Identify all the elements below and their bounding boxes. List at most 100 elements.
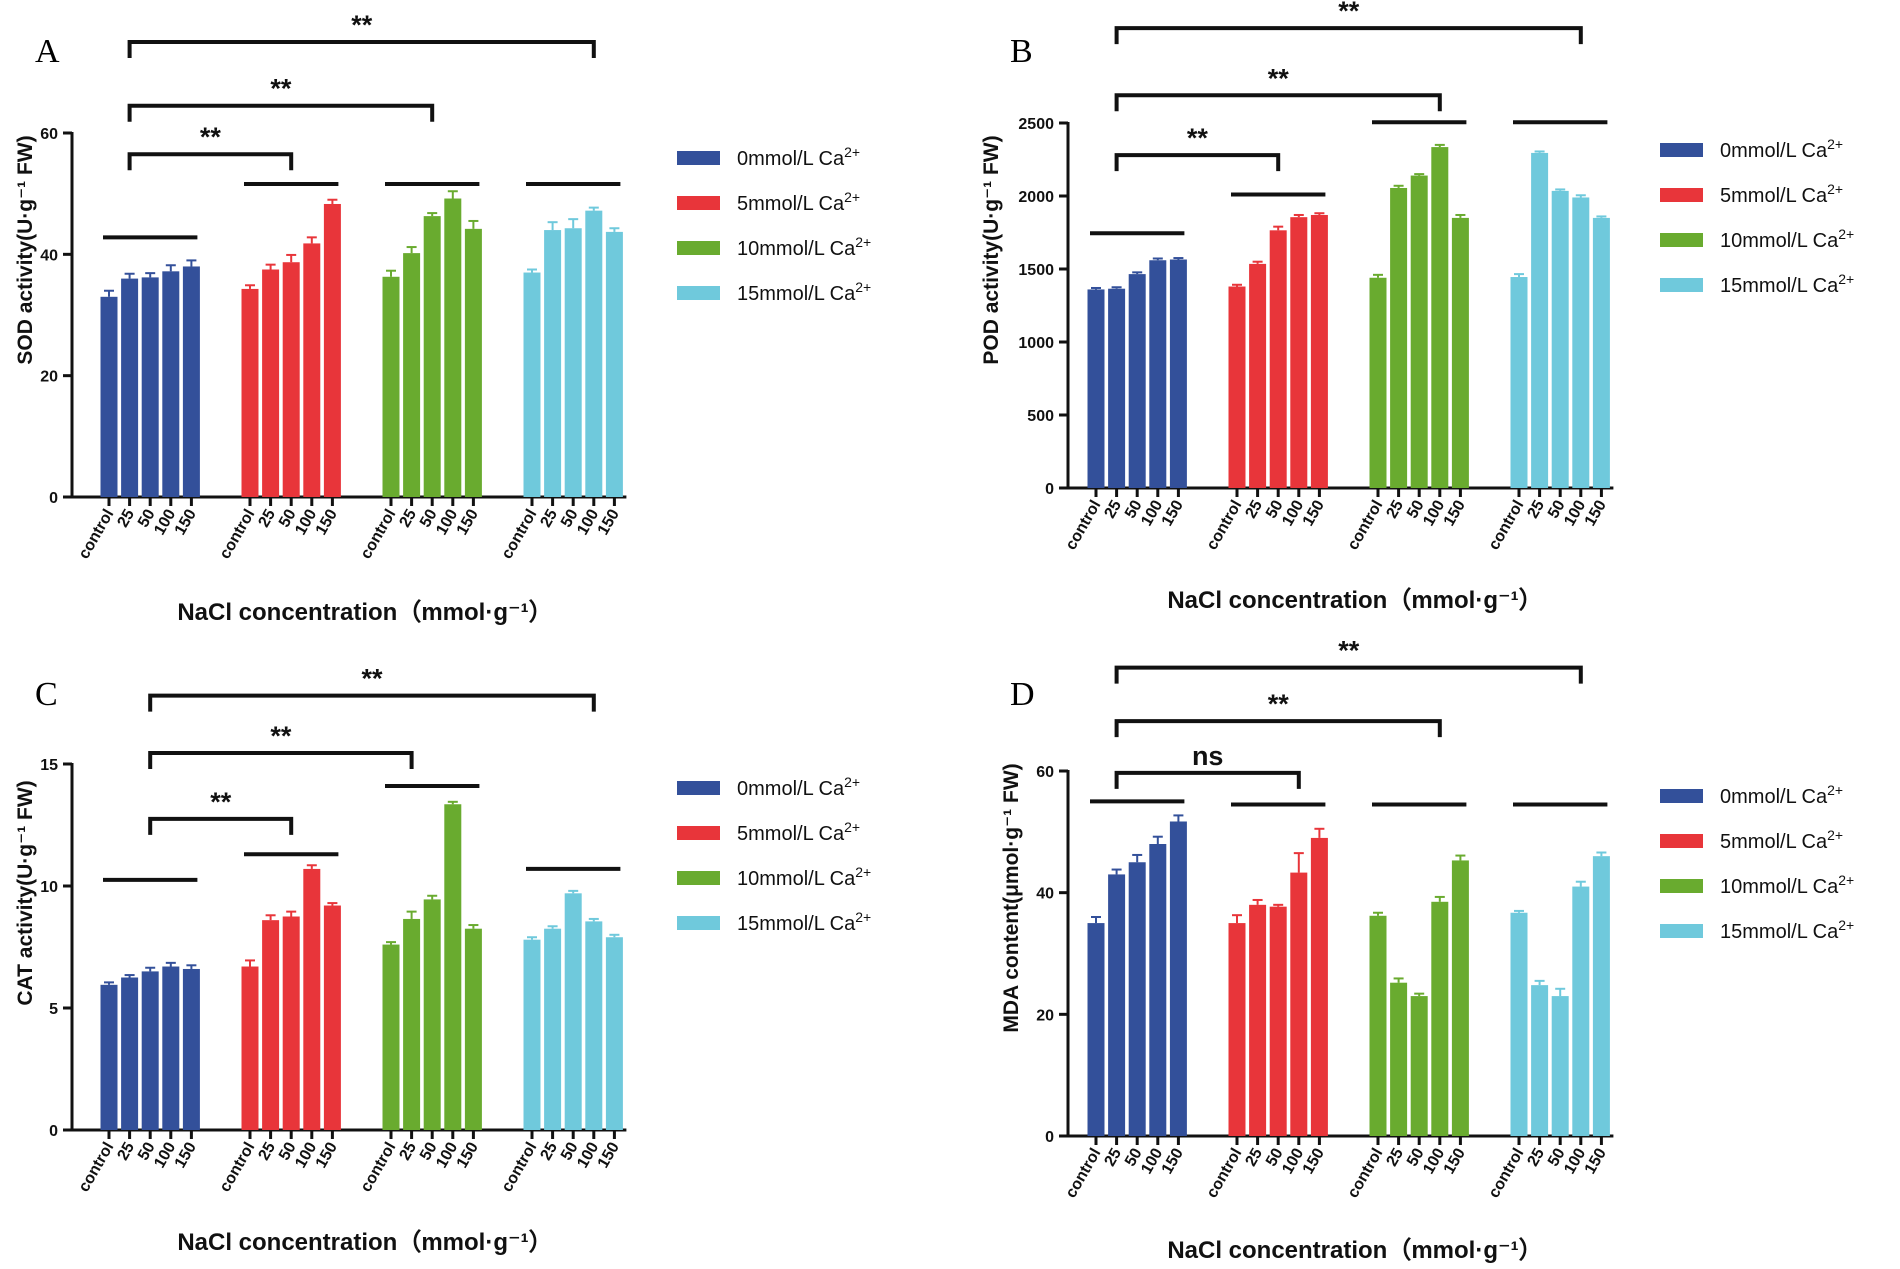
legend-swatch (1660, 278, 1703, 292)
y-tick-label: 500 (1027, 408, 1054, 425)
comparison-bracket (1114, 665, 1583, 684)
comparison-bracket (1114, 770, 1301, 789)
bar (1572, 886, 1590, 1136)
x-tick-label: 25 (396, 506, 420, 530)
x-tick-label: control (1345, 1146, 1387, 1201)
bar (323, 203, 341, 498)
x-tick-label: control (499, 1140, 541, 1195)
legend-label: 10mmol/L Ca2+ (737, 864, 871, 890)
x-tick-label: 50 (558, 506, 582, 530)
x-tick-label: control (76, 1140, 118, 1195)
x-axis-label: NaCl concentration（mmol·g⁻¹） (177, 1229, 552, 1256)
x-axis-label: NaCl concentration（mmol·g⁻¹） (1167, 587, 1542, 614)
significance-label: ** (270, 721, 292, 751)
bar (1592, 856, 1610, 1136)
x-tick-label: 150 (595, 506, 623, 538)
x-tick-label: 150 (1159, 497, 1187, 529)
significance-label: ** (361, 664, 383, 694)
bar (1390, 982, 1408, 1136)
x-tick-label: 50 (417, 1139, 441, 1163)
x-tick-label: 25 (114, 506, 138, 530)
legend-swatch (1660, 188, 1703, 202)
bar (1431, 147, 1449, 488)
significance-label: ** (1338, 0, 1360, 26)
bar (282, 916, 300, 1130)
x-tick-label: control (217, 507, 259, 562)
legend: 0mmol/L Ca2+ 5mmol/L Ca2+ 10mmol/L Ca2+ 15m… (1660, 782, 1854, 943)
panel-letter: A (35, 33, 60, 70)
bar (1310, 214, 1328, 489)
bar (523, 272, 541, 497)
bar (100, 296, 118, 497)
x-tick-label: 25 (1524, 1145, 1548, 1169)
y-tick-label: 15 (40, 757, 58, 774)
x-tick-label: 50 (558, 1139, 582, 1163)
bar (1108, 874, 1126, 1136)
legend-label: 0mmol/L Ca2+ (1720, 136, 1843, 162)
significance-label: ns (1192, 741, 1224, 771)
x-tick-label: 50 (276, 506, 300, 530)
legend-label: 15mmol/L Ca2+ (1720, 917, 1854, 943)
y-tick-label: 60 (40, 126, 58, 143)
y-tick-label: 40 (1036, 886, 1054, 903)
legend-swatch (677, 826, 720, 840)
significance-label: ** (200, 122, 222, 152)
x-axis-label: NaCl concentration（mmol·g⁻¹） (177, 599, 552, 626)
bar (564, 228, 582, 497)
comparison-bracket (148, 693, 596, 712)
significance-label: ** (1268, 689, 1290, 719)
legend-label: 10mmol/L Ca2+ (737, 234, 871, 260)
bar (1551, 996, 1569, 1136)
bar (100, 984, 118, 1130)
bar (1410, 175, 1428, 488)
x-tick-label: 25 (114, 1139, 138, 1163)
bar (423, 899, 441, 1130)
x-tick-label: control (1063, 1146, 1105, 1201)
bar (162, 966, 180, 1130)
legend-swatch (1660, 879, 1703, 893)
x-tick-label: 50 (417, 506, 441, 530)
panel-letter: C (35, 676, 58, 713)
bar (1531, 152, 1549, 488)
bar (403, 253, 421, 497)
x-tick-label: control (217, 1140, 259, 1195)
bar (1228, 923, 1246, 1136)
bar (1531, 985, 1549, 1136)
panel-letter: B (1010, 33, 1033, 70)
x-tick-label: 50 (135, 1139, 159, 1163)
legend-swatch (1660, 233, 1703, 247)
legend-label: 15mmol/L Ca2+ (737, 279, 871, 305)
legend-swatch (1660, 789, 1703, 803)
legend-label: 5mmol/L Ca2+ (1720, 181, 1843, 207)
y-tick-label: 0 (1045, 481, 1054, 498)
x-tick-label: 25 (1524, 497, 1548, 521)
bar (282, 262, 300, 497)
y-tick-label: 60 (1036, 764, 1054, 781)
comparison-bracket (1114, 26, 1583, 45)
legend-swatch (677, 286, 720, 300)
x-tick-label: 25 (537, 506, 561, 530)
bar (1269, 230, 1287, 488)
legend-swatch (677, 781, 720, 795)
legend-swatch (677, 196, 720, 210)
x-tick-label: 150 (454, 506, 482, 538)
bar (162, 271, 180, 497)
bar (403, 918, 421, 1130)
comparison-bracket (127, 103, 435, 122)
x-tick-label: 150 (172, 506, 200, 538)
y-tick-label: 0 (49, 1123, 58, 1140)
x-tick-label: 50 (1545, 497, 1569, 521)
legend: 0mmol/L Ca2+ 5mmol/L Ca2+ 10mmol/L Ca2+ 15m… (677, 144, 871, 305)
x-tick-label: 50 (1263, 1145, 1287, 1169)
legend-swatch (677, 871, 720, 885)
bar (1087, 923, 1105, 1136)
x-tick-label: 150 (313, 1139, 341, 1171)
legend-swatch (677, 916, 720, 930)
x-tick-label: 50 (135, 506, 159, 530)
bar (1551, 190, 1569, 488)
bar (182, 266, 200, 497)
x-tick-label: 150 (1582, 1145, 1610, 1177)
